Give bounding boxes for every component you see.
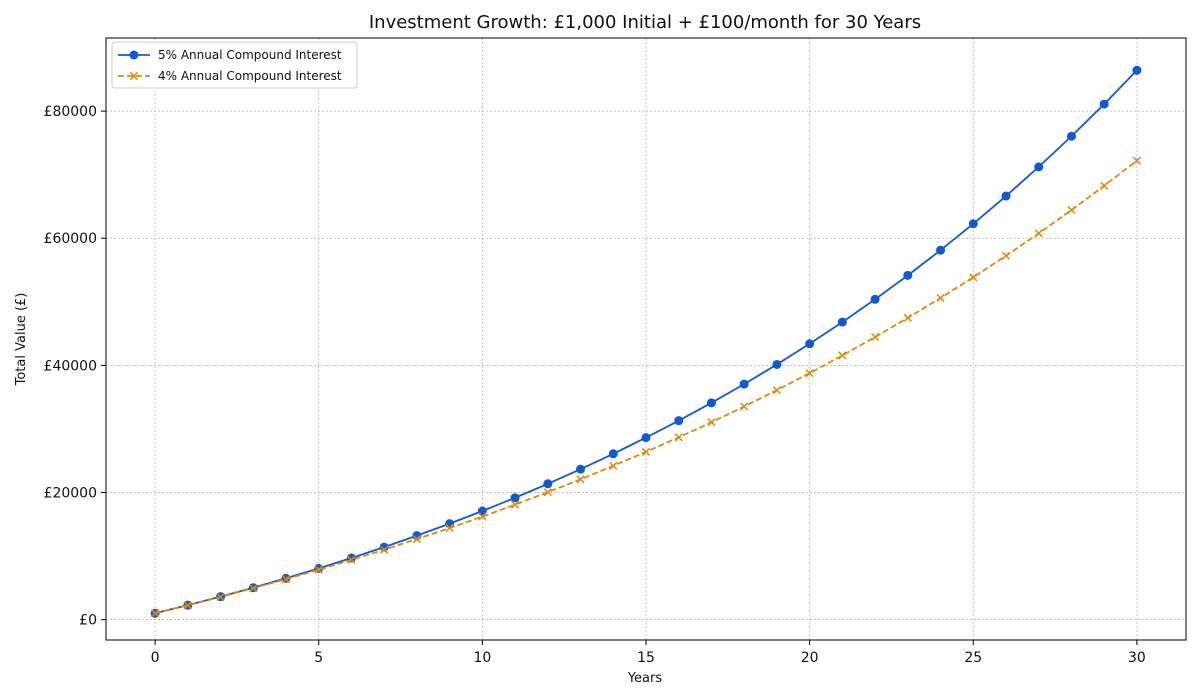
data-point — [706, 398, 716, 408]
data-point — [1034, 162, 1044, 172]
data-point — [510, 493, 520, 503]
data-point — [1001, 251, 1011, 260]
legend-entry-1: 5% Annual Compound Interest — [118, 48, 342, 62]
legend-marker — [129, 71, 139, 81]
data-point — [1132, 65, 1142, 75]
legend-box — [111, 41, 358, 89]
data-point — [838, 351, 847, 360]
data-point — [772, 359, 782, 369]
data-point — [543, 488, 552, 497]
data-point — [641, 447, 651, 457]
legend-entry-2: 4% Annual Compound Interest — [118, 69, 342, 83]
legend-label: 5% Annual Compound Interest — [158, 48, 342, 62]
y-tick-label: £0 — [79, 613, 97, 629]
data-point — [281, 574, 291, 584]
axis-ticks: 0 5 10 15 20 25 30 £0 £20000 £40000 £60000 £80000 — [44, 104, 1146, 666]
legend-marker — [129, 50, 139, 60]
x-tick-label: 5 — [314, 650, 323, 666]
series-2 — [150, 156, 1142, 618]
grid-lines — [106, 38, 1186, 640]
data-point — [510, 500, 520, 509]
data-point — [739, 379, 749, 389]
data-point — [379, 542, 389, 552]
x-tick-label: 25 — [964, 650, 982, 666]
data-point — [1099, 99, 1109, 109]
data-point — [674, 433, 683, 442]
data-point — [805, 339, 815, 349]
chart-title: Investment Growth: £1,000 Initial + £100… — [369, 12, 921, 33]
data-point — [1100, 181, 1109, 190]
data-point — [543, 479, 553, 489]
data-point — [183, 601, 192, 610]
data-point — [1034, 229, 1043, 238]
data-point — [870, 294, 880, 304]
x-tick-label: 0 — [151, 650, 160, 666]
data-point — [380, 545, 389, 554]
data-point — [772, 386, 782, 395]
data-point — [412, 534, 422, 544]
data-point — [150, 609, 160, 618]
data-point — [576, 464, 586, 474]
y-axis-label: Total Value (£) — [14, 293, 29, 387]
data-point — [445, 523, 454, 533]
data-point — [314, 565, 323, 574]
x-tick-label: 20 — [801, 650, 819, 666]
data-point — [969, 273, 978, 282]
y-tick-label: £80000 — [44, 104, 97, 120]
legend-label: 4% Annual Compound Interest — [158, 69, 342, 83]
y-tick-label: £40000 — [44, 358, 97, 374]
data-point — [936, 293, 945, 303]
data-point — [674, 416, 684, 426]
data-point — [478, 512, 487, 521]
data-point — [1001, 191, 1011, 201]
x-tick-label: 10 — [473, 650, 491, 666]
data-point — [249, 584, 258, 593]
x-tick-label: 15 — [637, 650, 655, 666]
data-point — [1132, 156, 1142, 165]
y-tick-label: £20000 — [44, 486, 97, 502]
y-tick-label: £60000 — [44, 231, 97, 247]
data-point — [837, 317, 847, 327]
data-point — [903, 270, 913, 280]
data-point — [740, 402, 749, 411]
data-point — [870, 332, 880, 342]
data-point — [347, 555, 356, 565]
data-point — [609, 461, 618, 470]
data-point — [641, 433, 651, 443]
data-point — [707, 418, 716, 427]
data-point — [936, 245, 946, 255]
data-point — [903, 313, 912, 323]
x-tick-label: 30 — [1128, 650, 1146, 666]
data-point — [968, 219, 978, 229]
series-layer — [150, 65, 1142, 618]
x-axis-label: Years — [627, 671, 663, 686]
data-point — [477, 506, 487, 516]
data-point — [216, 592, 225, 602]
data-point — [1066, 131, 1076, 141]
data-point — [805, 369, 814, 378]
data-point — [608, 449, 618, 459]
data-point — [576, 475, 585, 484]
legend: 5% Annual Compound Interest 4% Annual Com… — [111, 41, 358, 89]
data-point — [1067, 205, 1076, 215]
